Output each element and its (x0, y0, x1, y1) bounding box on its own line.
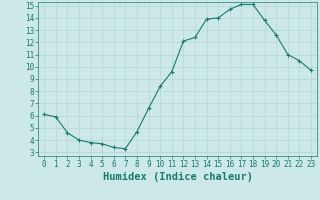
X-axis label: Humidex (Indice chaleur): Humidex (Indice chaleur) (103, 172, 252, 182)
